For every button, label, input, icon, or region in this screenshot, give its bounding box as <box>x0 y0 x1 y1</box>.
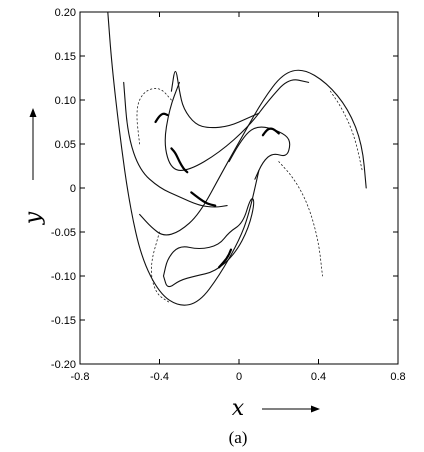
x-axis-arrow <box>262 405 320 413</box>
y-axis-label: y <box>21 211 46 225</box>
y-axis-arrow <box>29 108 37 180</box>
trajectory-series-3 <box>164 79 310 171</box>
x-tick-label: -0.4 <box>150 371 169 383</box>
x-tick-label: 0 <box>236 371 242 383</box>
trajectory-series-12 <box>154 112 169 124</box>
trajectory-series-5 <box>228 126 291 180</box>
y-tick-label: 0.20 <box>55 7 76 19</box>
trajectory-series-6 <box>162 198 255 288</box>
y-tick-label: -0.10 <box>51 271 76 283</box>
trajectory-series-13 <box>261 127 280 137</box>
trajectory-series-8 <box>278 161 323 277</box>
x-axis-label: x <box>232 396 245 421</box>
axis-ticks <box>79 11 399 365</box>
y-tick-label: -0.05 <box>51 227 76 239</box>
y-tick-label: -0.15 <box>51 315 76 327</box>
data-series <box>107 11 367 306</box>
x-tick-label: 0.4 <box>311 371 326 383</box>
trajectory-series-11 <box>170 147 189 174</box>
trajectory-series-0 <box>107 11 260 306</box>
trajectory-series-2 <box>123 81 228 208</box>
trajectory-series-15 <box>218 248 233 269</box>
x-tick-label: 0.8 <box>390 371 405 383</box>
trajectory-series-14 <box>190 191 217 207</box>
trajectory-series-9 <box>330 90 363 171</box>
tick-labels: -0.8 -0.4 0 0.4 0.8 -0.20 -0.15 -0.10 -0.05 0 0.05… <box>51 7 406 383</box>
trajectory-series-1 <box>139 69 367 236</box>
trajectory-series-7 <box>136 88 172 145</box>
y-tick-label: 0.10 <box>55 95 76 107</box>
figure-caption: (a) <box>229 428 248 447</box>
trajectory-series-4 <box>170 70 260 129</box>
y-tick-label: -0.20 <box>51 359 76 371</box>
y-tick-label: 0 <box>70 183 76 195</box>
y-tick-label: 0.05 <box>55 139 76 151</box>
trajectory-series-10 <box>151 231 170 303</box>
y-tick-label: 0.15 <box>55 51 76 63</box>
x-tick-label: -0.8 <box>71 371 90 383</box>
